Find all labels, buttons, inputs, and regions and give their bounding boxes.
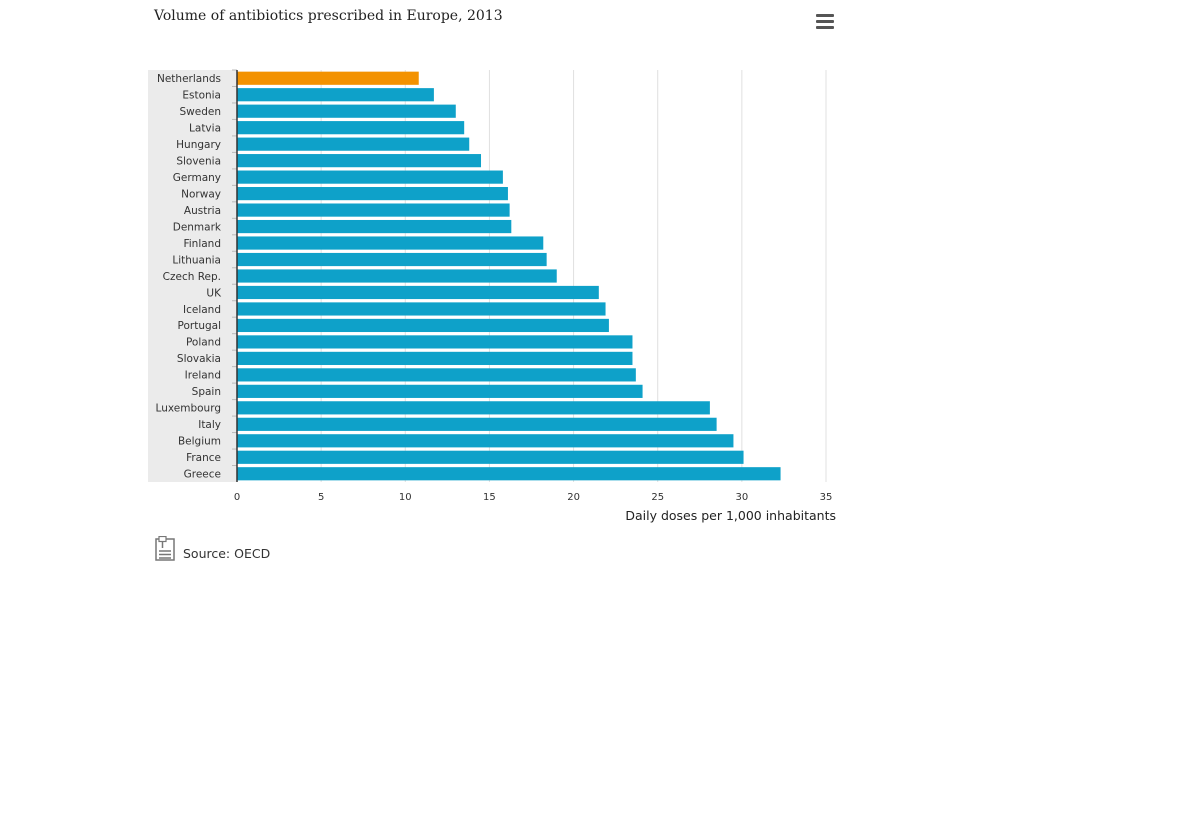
x-tick-labels: 0 5 10 15 20 25 30 35 bbox=[234, 492, 833, 503]
bar-norway[interactable] bbox=[237, 187, 508, 201]
bar-estonia[interactable] bbox=[237, 88, 434, 102]
category-label: Belgium bbox=[178, 436, 221, 448]
source-text: Source: OECD bbox=[183, 546, 271, 561]
x-tick-label: 15 bbox=[483, 492, 496, 503]
bar-slovenia[interactable] bbox=[237, 154, 482, 168]
bar-finland[interactable] bbox=[237, 236, 544, 250]
bar-latvia[interactable] bbox=[237, 121, 465, 135]
x-tick-label: 20 bbox=[567, 492, 580, 503]
category-label: Ireland bbox=[185, 370, 221, 382]
x-axis-title: Daily doses per 1,000 inhabitants bbox=[625, 508, 836, 523]
bar-lithuania[interactable] bbox=[237, 252, 547, 267]
bar-ireland[interactable] bbox=[237, 368, 636, 382]
category-label: Spain bbox=[192, 386, 221, 398]
bar-sweden[interactable] bbox=[237, 104, 456, 118]
category-label: Italy bbox=[198, 419, 221, 431]
bar-austria[interactable] bbox=[237, 203, 510, 217]
category-label: UK bbox=[206, 287, 222, 299]
x-tick-label: 25 bbox=[651, 492, 664, 503]
x-tick-label: 5 bbox=[318, 492, 324, 503]
category-label: Iceland bbox=[183, 304, 221, 316]
bar-czech-rep[interactable] bbox=[237, 269, 557, 283]
bar-germany[interactable] bbox=[237, 170, 503, 184]
category-label: Slovenia bbox=[176, 155, 221, 167]
category-label: Estonia bbox=[182, 90, 221, 102]
category-label-band bbox=[148, 70, 237, 482]
category-label: Czech Rep. bbox=[163, 271, 221, 283]
x-tick-label: 35 bbox=[820, 492, 833, 503]
bar-france[interactable] bbox=[237, 450, 744, 464]
bar-belgium[interactable] bbox=[237, 434, 734, 448]
category-label: Netherlands bbox=[157, 73, 221, 85]
category-label: Portugal bbox=[178, 320, 222, 332]
category-label: Norway bbox=[181, 188, 221, 200]
bar-hungary[interactable] bbox=[237, 137, 470, 151]
bars bbox=[232, 69, 781, 481]
bar-poland[interactable] bbox=[237, 335, 633, 349]
category-label: Sweden bbox=[180, 106, 222, 118]
hamburger-menu-icon[interactable] bbox=[814, 12, 836, 30]
category-label: Greece bbox=[184, 469, 221, 481]
bar-slovakia[interactable] bbox=[237, 351, 633, 365]
bar-greece[interactable] bbox=[237, 467, 781, 481]
category-label: Hungary bbox=[176, 139, 221, 151]
category-label: Slovakia bbox=[177, 353, 221, 365]
category-label: Lithuania bbox=[172, 254, 221, 266]
x-tick-label: 30 bbox=[735, 492, 748, 503]
document-source-icon bbox=[155, 536, 175, 561]
chart-title: Volume of antibiotics prescribed in Euro… bbox=[154, 8, 503, 24]
category-label: Denmark bbox=[173, 221, 222, 233]
bar-uk[interactable] bbox=[237, 285, 599, 300]
x-tick-label: 10 bbox=[399, 492, 412, 503]
category-label: Austria bbox=[184, 205, 221, 217]
category-labels: Netherlands Estonia Sweden Latvia Hungary Slo… bbox=[156, 73, 223, 481]
category-label: France bbox=[186, 452, 221, 464]
category-label: Luxembourg bbox=[156, 403, 221, 415]
category-label: Latvia bbox=[189, 122, 221, 134]
x-tick-label: 0 bbox=[234, 492, 240, 503]
bar-denmark[interactable] bbox=[237, 219, 512, 234]
bar-iceland[interactable] bbox=[237, 302, 606, 316]
bar-netherlands[interactable] bbox=[237, 71, 419, 85]
bar-luxembourg[interactable] bbox=[237, 401, 710, 415]
bar-italy[interactable] bbox=[237, 417, 717, 431]
bar-portugal[interactable] bbox=[237, 318, 609, 333]
category-label: Finland bbox=[183, 238, 221, 250]
source-note: Source: OECD bbox=[155, 534, 270, 562]
bar-spain[interactable] bbox=[237, 384, 643, 398]
category-label: Poland bbox=[186, 337, 221, 349]
category-label: Germany bbox=[173, 172, 221, 184]
